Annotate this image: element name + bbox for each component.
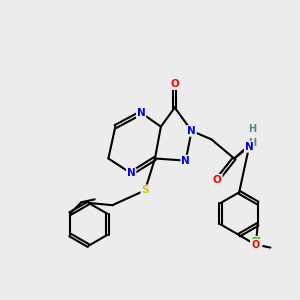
Text: N: N: [137, 108, 146, 118]
Text: O: O: [213, 175, 222, 185]
Text: H: H: [248, 124, 256, 134]
Text: O: O: [251, 240, 260, 250]
Text: S: S: [141, 185, 149, 195]
Text: N: N: [127, 168, 136, 178]
Text: H: H: [248, 138, 256, 148]
Text: N: N: [245, 142, 254, 152]
Text: N: N: [181, 156, 190, 166]
Text: O: O: [170, 79, 179, 89]
Text: N: N: [187, 126, 196, 136]
Text: Cl: Cl: [251, 237, 262, 247]
